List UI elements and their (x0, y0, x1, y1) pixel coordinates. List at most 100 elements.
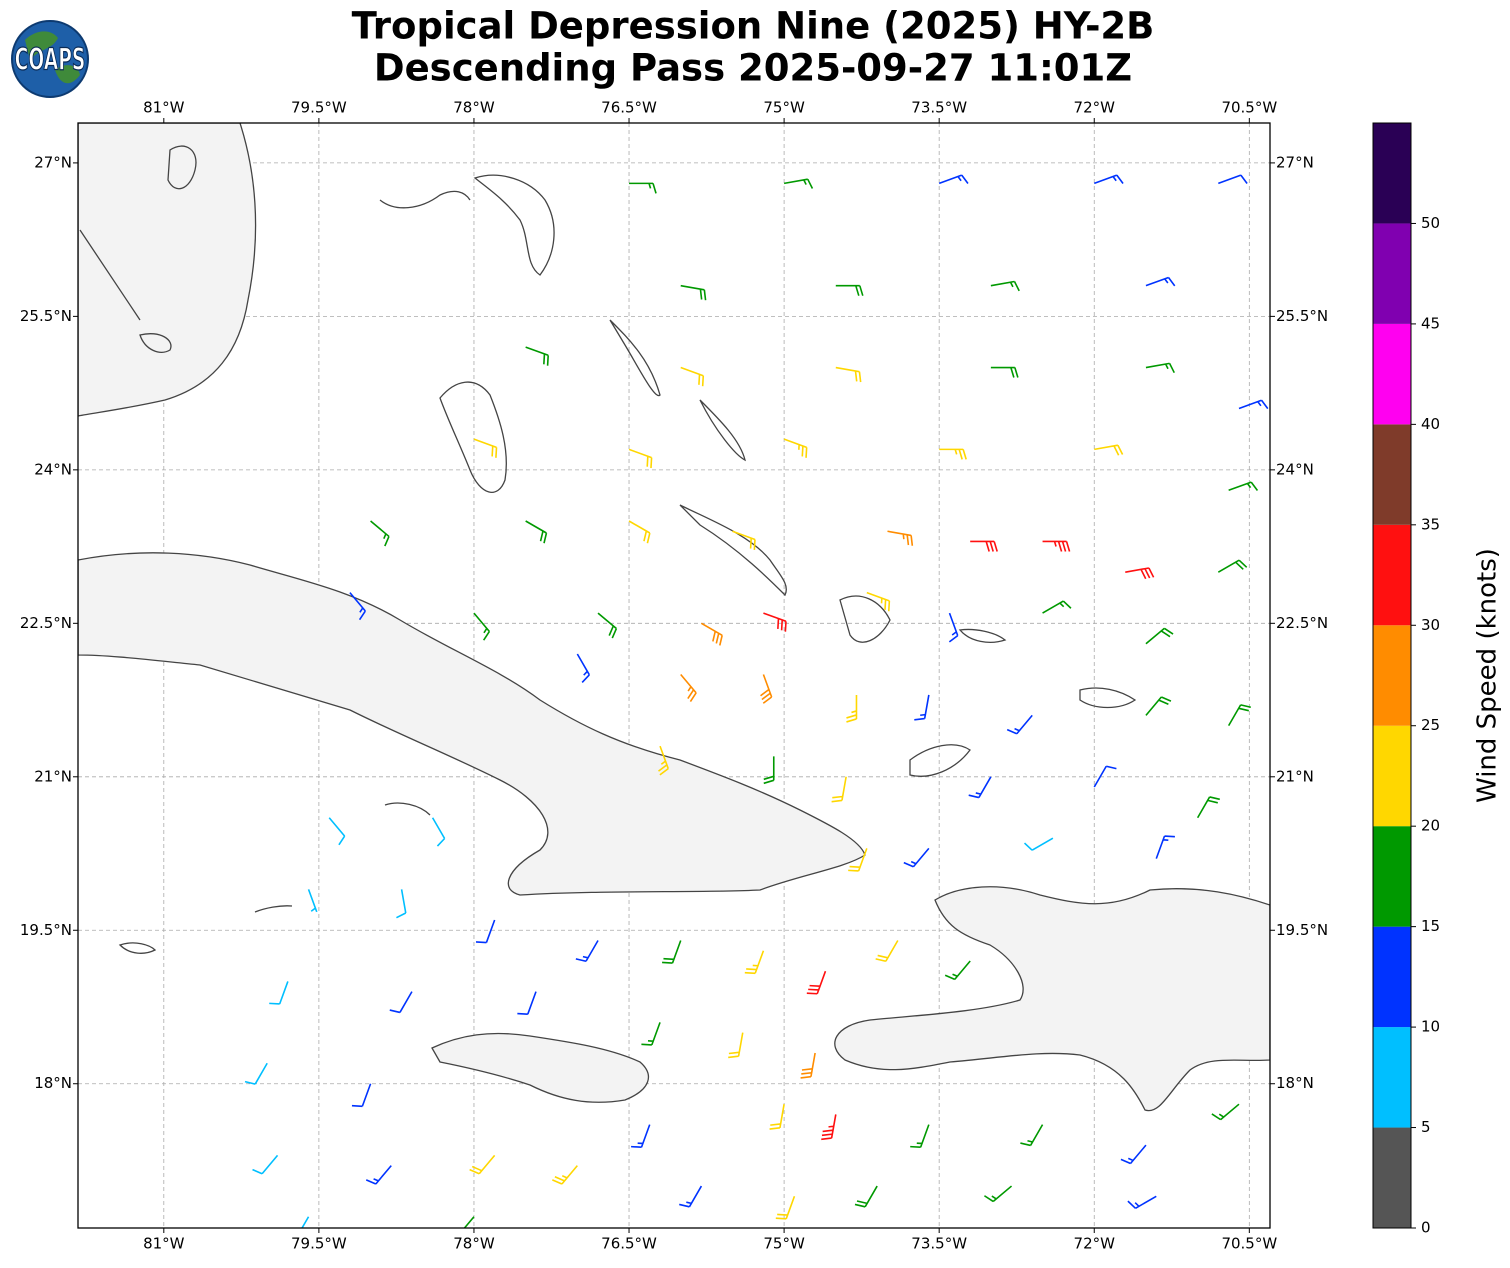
wind-barb (1145, 362, 1175, 374)
wind-barb (1093, 174, 1124, 185)
wind-barb (469, 1154, 496, 1175)
y-tick-label: 24°N (34, 460, 72, 478)
colorbar-segment (1373, 524, 1411, 626)
wind-barb (775, 1196, 796, 1220)
wind-barb (328, 817, 346, 846)
wind-barb (914, 694, 930, 721)
colorbar-segment (1373, 424, 1411, 525)
wind-barb (1145, 276, 1176, 287)
wind-barb (269, 981, 289, 1005)
wind-barb (389, 991, 413, 1014)
wind-barb (1042, 540, 1071, 552)
wind-barb (301, 1216, 310, 1228)
wind-barb (1042, 600, 1072, 614)
colorbar-segment (1373, 323, 1411, 425)
y-tick-label: 27°N (34, 153, 72, 171)
chart-subtitle: Descending Pass 2025-09-27 11:01Z (374, 47, 1132, 90)
colorbar-segment (1373, 223, 1411, 324)
y-tick-label-right: 25.5°N (1276, 307, 1328, 325)
y-tick-label: 22.5°N (20, 614, 72, 632)
logo: COAPS (11, 20, 89, 98)
cuba (78, 552, 866, 896)
colorbar-tick-label: 35 (1421, 515, 1440, 533)
colorbar-segment (1373, 826, 1411, 927)
florida-detail (79, 145, 197, 353)
wind-barb (475, 919, 496, 944)
logo-land (25, 31, 80, 84)
wind-barb (680, 284, 707, 301)
colorbar-tick-label: 5 (1421, 1118, 1431, 1136)
wind-barb (744, 950, 765, 975)
colorbar-tick-label: 45 (1421, 314, 1440, 332)
wind-barb (968, 776, 992, 799)
wind-barb (1006, 714, 1033, 735)
florida (78, 123, 257, 417)
x-tick-label-top: 75°W (763, 99, 805, 117)
colorbar-tick-label: 20 (1421, 817, 1440, 835)
plot-frame (77, 122, 1271, 1229)
wind-barb (576, 653, 591, 683)
colorbar-segment (1373, 1027, 1411, 1128)
abaco (379, 174, 555, 276)
wind-barb (769, 1104, 785, 1130)
x-tick-label-top: 79.5°W (291, 99, 347, 117)
wind-barb (887, 530, 914, 546)
wind-barb (662, 940, 682, 964)
wind-barb (307, 889, 318, 913)
wind-barb (517, 991, 537, 1016)
wind-barb (990, 280, 1020, 292)
turks-caicos-inagua (839, 595, 1137, 777)
wind-barb (1145, 696, 1172, 716)
colorbar-segment (1373, 725, 1411, 827)
wind-barb (1127, 1195, 1157, 1209)
colorbar-label: Wind Speed (knots) (1473, 548, 1503, 803)
wind-barb (760, 674, 773, 704)
x-tick-label: 73.5°W (911, 1235, 967, 1253)
hispaniola (834, 886, 1270, 1112)
wind-barb (854, 1185, 878, 1208)
colorbar-tick-label: 40 (1421, 415, 1440, 433)
wind-barb (944, 960, 971, 981)
y-tick-label-right: 19.5°N (1276, 921, 1328, 939)
wind-barb (1155, 835, 1175, 859)
y-tick-label: 18°N (34, 1074, 72, 1092)
x-tick-label: 81°W (143, 1235, 185, 1253)
andros (439, 381, 507, 493)
colorbar-segment (1373, 926, 1411, 1028)
wind-barb (1125, 567, 1155, 580)
wind-barb (848, 848, 868, 872)
wind-barb (763, 756, 775, 785)
wind-barb (831, 776, 847, 803)
wind-barb (970, 540, 998, 552)
wind-barb (628, 520, 651, 544)
wind-barb (244, 1062, 268, 1085)
x-tick-label: 75°W (763, 1235, 805, 1253)
y-tick-label-right: 21°N (1276, 767, 1314, 785)
wind-barb (783, 438, 808, 458)
wind-barb (575, 940, 599, 963)
wind-barb (365, 1165, 392, 1185)
wind-barb (1120, 1144, 1147, 1165)
wind-barb (1218, 174, 1248, 185)
chart-title: Tropical Depression Nine (2025) HY-2B (352, 5, 1155, 48)
wind-barb (679, 1185, 703, 1208)
x-tick-label-top: 78°W (453, 99, 495, 117)
wind-barb (835, 284, 864, 296)
x-tick-label: 78°W (453, 1235, 495, 1253)
wind-barb (473, 612, 491, 641)
wind-barb (396, 889, 407, 919)
wind-barb (629, 182, 657, 194)
bahamas-islands (609, 319, 787, 597)
wind-barbs (244, 174, 1269, 1228)
wind-barb (1145, 627, 1174, 645)
colorbar-tick-label: 0 (1421, 1219, 1431, 1237)
wind-barb (783, 178, 814, 189)
wind-barb (252, 1154, 279, 1175)
wind-barb (1020, 1124, 1044, 1147)
wind-barb (806, 970, 827, 995)
wind-barb (763, 612, 787, 632)
wind-barb (875, 940, 899, 963)
x-tick-label-top: 73.5°W (911, 99, 967, 117)
wind-barb (1023, 837, 1054, 851)
x-tick-label: 76.5°W (601, 1235, 657, 1253)
